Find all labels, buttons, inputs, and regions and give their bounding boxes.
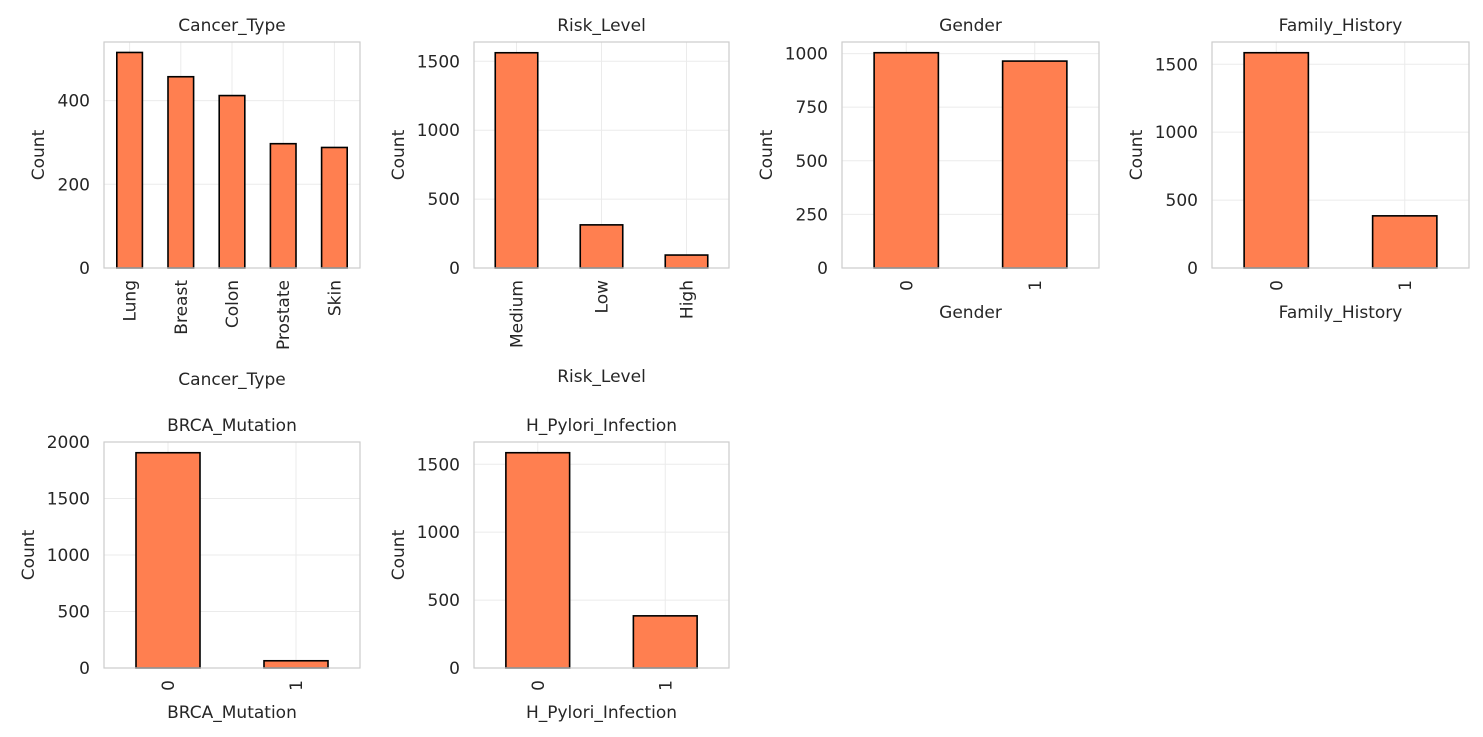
x-tick-label: High	[678, 280, 698, 319]
bar-0	[873, 51, 940, 269]
y-tick-label: 1500	[1155, 55, 1198, 75]
y-tick-label: 2000	[47, 433, 90, 453]
x-tick-label: 0	[159, 680, 179, 691]
y-tick-label: 500	[58, 603, 90, 623]
x-tick-label: Medium	[508, 280, 528, 348]
bar-breast	[167, 75, 195, 269]
bar-lung	[116, 51, 144, 269]
x-axis-label: Gender	[939, 303, 1002, 323]
bar-colon	[218, 94, 246, 269]
axes-frame	[841, 41, 1100, 269]
x-tick-label: Breast	[172, 280, 192, 335]
subplot-h-pylori-infection: 0 500 1000 1500 0 1 H_Pylori_Infection H_Pylori…	[389, 416, 730, 723]
bar-medium	[494, 51, 539, 269]
subplot-gender: 0 250 500 750 1000 0 1 Gender Gender Count	[757, 16, 1100, 323]
bar-1	[1001, 60, 1068, 269]
subplot-family-history: 0 500 1000 1500 0 1 Family_History Family_Histo…	[1127, 16, 1470, 323]
bar-1	[1371, 215, 1438, 269]
y-tick-label: 200	[58, 175, 90, 195]
bar-low	[579, 224, 624, 269]
y-tick-label: 1500	[47, 490, 90, 510]
x-tick-label: 1	[1026, 280, 1046, 291]
x-axis-label: Family_History	[1279, 303, 1403, 323]
x-tick-label: Skin	[325, 280, 345, 316]
y-tick-label: 500	[428, 190, 460, 210]
y-tick-label: 750	[796, 98, 828, 118]
bar-1	[263, 659, 329, 669]
bar-0	[505, 451, 571, 669]
x-axis-label: BRCA_Mutation	[167, 703, 297, 723]
y-tick-label: 1000	[417, 523, 460, 543]
axes-frame	[473, 41, 730, 269]
subplot-risk-level: 0 500 1000 1500 Medium Low High Risk_Level Risk_…	[389, 16, 730, 387]
y-tick-label: 1000	[417, 121, 460, 141]
x-tick-label: 0	[529, 680, 549, 691]
subplot-title: Family_History	[1279, 16, 1403, 36]
x-tick-label: 0	[897, 280, 917, 291]
y-tick-label: 1000	[785, 45, 828, 65]
subplot-title: BRCA_Mutation	[167, 416, 297, 436]
subplot-title: H_Pylori_Infection	[526, 416, 677, 436]
y-axis-label: Count	[389, 129, 409, 180]
y-tick-label: 400	[58, 92, 90, 112]
x-tick-label: Colon	[223, 280, 243, 328]
subplot-brca-mutation: 0 500 1000 1500 2000 0 1 BRCA_Mutation BRCA_Muta…	[19, 416, 361, 723]
y-tick-label: 1000	[47, 546, 90, 566]
y-tick-label: 0	[449, 259, 460, 279]
bar-skin	[320, 146, 349, 269]
x-tick-label: 0	[1267, 280, 1287, 291]
y-axis-label: Count	[757, 129, 777, 180]
x-tick-label: 1	[656, 680, 676, 691]
y-tick-label: 250	[796, 205, 828, 225]
axes-frame	[1211, 41, 1470, 269]
subplot-title: Cancer_Type	[178, 16, 285, 36]
x-axis-label: H_Pylori_Infection	[526, 703, 677, 723]
y-tick-label: 1000	[1155, 123, 1198, 143]
y-tick-label: 1500	[417, 52, 460, 72]
x-tick-label: 1	[1396, 280, 1416, 291]
bar-high	[664, 254, 709, 269]
y-tick-label: 500	[1166, 191, 1198, 211]
y-axis-label: Count	[1127, 129, 1147, 180]
axes-frame	[473, 441, 730, 669]
y-axis-label: Count	[389, 529, 409, 580]
y-tick-label: 0	[79, 259, 90, 279]
x-tick-label: Lung	[121, 280, 141, 322]
subplot-title: Risk_Level	[557, 16, 646, 36]
y-tick-label: 1500	[417, 455, 460, 475]
y-tick-label: 0	[79, 659, 90, 679]
bar-0	[1243, 51, 1310, 269]
subplot-cancer-type: 0 200 400 Lung Breast Colon Prostate Skin Cancer…	[29, 16, 361, 390]
x-tick-label: Prostate	[274, 280, 294, 350]
y-tick-label: 500	[796, 152, 828, 172]
x-axis-label: Cancer_Type	[178, 370, 285, 390]
bar-1	[632, 615, 698, 669]
x-axis-label: Risk_Level	[557, 367, 646, 387]
bar-prostate	[269, 142, 297, 269]
x-tick-label: Low	[593, 280, 613, 314]
y-axis-label: Count	[19, 529, 39, 580]
y-tick-label: 500	[428, 591, 460, 611]
y-axis-label: Count	[29, 129, 49, 180]
y-tick-label: 0	[449, 659, 460, 679]
axes-frame	[103, 441, 361, 669]
y-tick-label: 0	[1187, 259, 1198, 279]
subplot-title: Gender	[939, 16, 1002, 36]
x-tick-label: 1	[287, 680, 307, 691]
bar-0	[135, 451, 201, 669]
axes-frame	[103, 41, 361, 269]
y-tick-label: 0	[817, 259, 828, 279]
